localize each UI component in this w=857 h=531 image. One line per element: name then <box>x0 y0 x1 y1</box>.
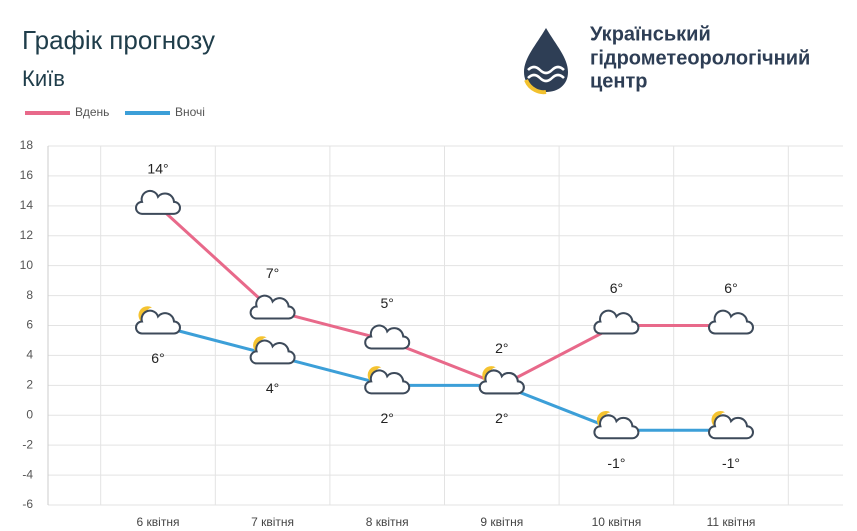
logo <box>524 28 568 95</box>
logo-drop <box>524 28 568 92</box>
x-tick-label: 6 квітня <box>137 515 180 529</box>
value-label: 6° <box>610 280 623 296</box>
x-tick-label: 9 квітня <box>480 515 523 529</box>
value-label: -1° <box>607 455 625 471</box>
cloud-icon <box>135 309 181 335</box>
y-tick-label: 16 <box>20 168 34 182</box>
chart-subtitle: Київ <box>22 66 65 91</box>
cloud-icon <box>593 414 640 440</box>
cloud-icon <box>249 294 296 320</box>
value-label: 5° <box>381 295 394 311</box>
value-label: 2° <box>495 340 508 356</box>
y-tick-label: -6 <box>22 497 33 511</box>
logo-waves <box>527 65 565 83</box>
y-tick-label: 10 <box>20 258 34 272</box>
x-tick-label: 7 квітня <box>251 515 294 529</box>
cloud-icon <box>708 309 754 335</box>
y-tick-label: 0 <box>26 407 33 421</box>
cloud-icon <box>593 309 640 335</box>
y-tick-label: -4 <box>22 467 33 481</box>
cloud-icon <box>364 324 411 350</box>
y-tick-label: 6 <box>26 318 33 332</box>
y-tick-label: 12 <box>20 228 34 242</box>
value-label: 7° <box>266 265 279 281</box>
logo-text: центр <box>590 70 648 92</box>
chart-title: Графік прогнозу <box>22 25 215 55</box>
logo-arc <box>524 79 547 95</box>
y-tick-label: 14 <box>20 198 34 212</box>
cloud-icon <box>708 414 754 440</box>
value-label: 2° <box>381 410 394 426</box>
value-label: 14° <box>147 161 168 177</box>
y-tick-label: 18 <box>20 138 34 152</box>
value-label: 6° <box>724 280 737 296</box>
x-tick-label: 8 квітня <box>366 515 409 529</box>
value-label: -1° <box>722 455 740 471</box>
x-tick-label: 10 квітня <box>592 515 642 529</box>
y-tick-label: -2 <box>22 437 33 451</box>
y-tick-label: 2 <box>26 378 33 392</box>
cloud-icon <box>135 190 181 215</box>
value-label: 4° <box>266 380 279 396</box>
cloud-icon <box>364 369 411 395</box>
x-tick-label: 11 квітня <box>707 515 756 529</box>
logo-text: гідрометеорологічний <box>590 47 810 69</box>
value-label: 6° <box>151 350 164 366</box>
cloud-icon <box>249 339 296 365</box>
legend-label: Вдень <box>75 105 109 119</box>
y-tick-label: 4 <box>26 348 33 362</box>
logo-text: Український <box>590 23 711 45</box>
cloud-icon <box>478 369 525 395</box>
value-label: 2° <box>495 410 508 426</box>
legend-label: Вночі <box>175 105 205 119</box>
y-tick-label: 8 <box>26 288 33 302</box>
